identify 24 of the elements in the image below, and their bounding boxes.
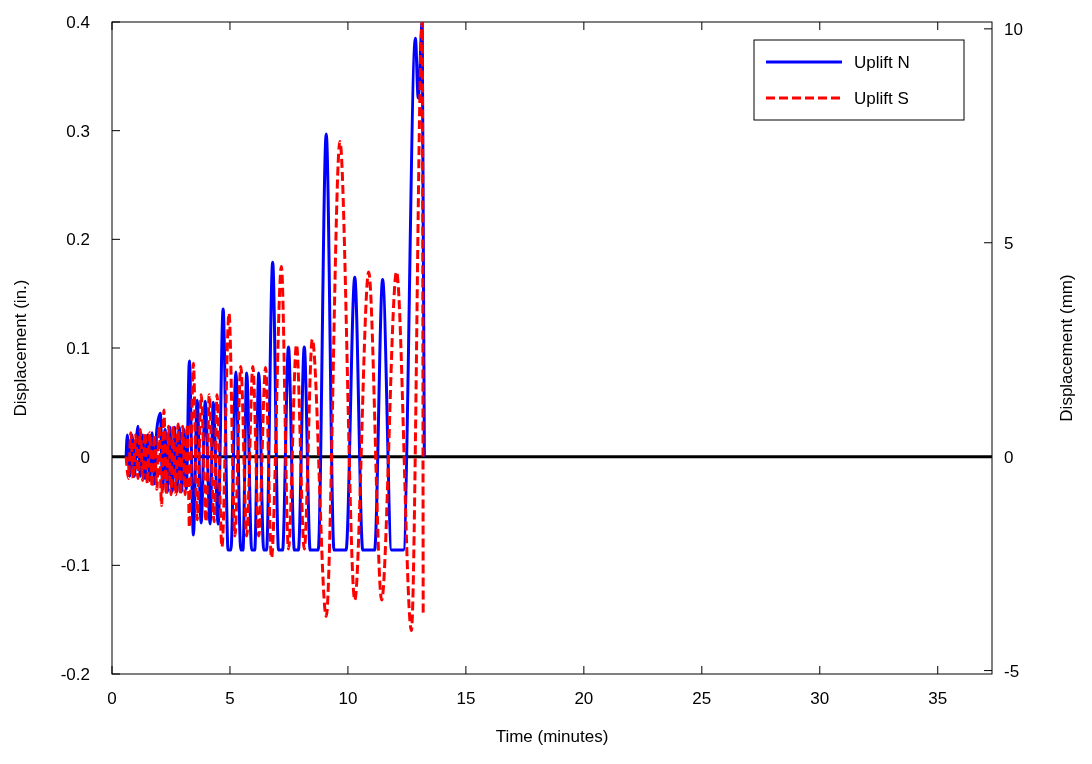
y-tick-label: 0.3 (66, 121, 90, 141)
y2-tick-label: 10 (1004, 19, 1023, 39)
legend-label: Uplift N (854, 53, 910, 72)
x-axis-title: Time (minutes) (495, 727, 609, 746)
x-tick-label: 15 (456, 689, 476, 708)
y-tick-label: -0.2 (60, 665, 90, 684)
x-tick-label: 25 (692, 689, 712, 708)
x-tick-label: 0 (107, 689, 117, 708)
x-tick-label: 20 (574, 689, 594, 708)
x-tick-label: 35 (928, 689, 948, 708)
y-tick-label: 0.1 (66, 339, 90, 358)
y-tick-label: 0 (80, 447, 90, 467)
x-tick-label: 5 (225, 689, 235, 708)
y2-axis-title: Displacement (mm) (1057, 274, 1076, 422)
y2-tick-label: 0 (1004, 447, 1014, 467)
y2-tick-label: -5 (1004, 661, 1020, 681)
y2-tick-label: 5 (1004, 233, 1014, 253)
x-tick-label: 30 (810, 689, 830, 708)
y-tick-label: 0.2 (66, 230, 90, 250)
y-axis-title: Displacement (in.) (11, 279, 30, 417)
y-tick-label: 0.4 (66, 13, 90, 32)
y-tick-label: -0.1 (60, 556, 90, 576)
legend-label: Uplift S (854, 89, 909, 108)
x-tick-label: 10 (338, 689, 358, 708)
